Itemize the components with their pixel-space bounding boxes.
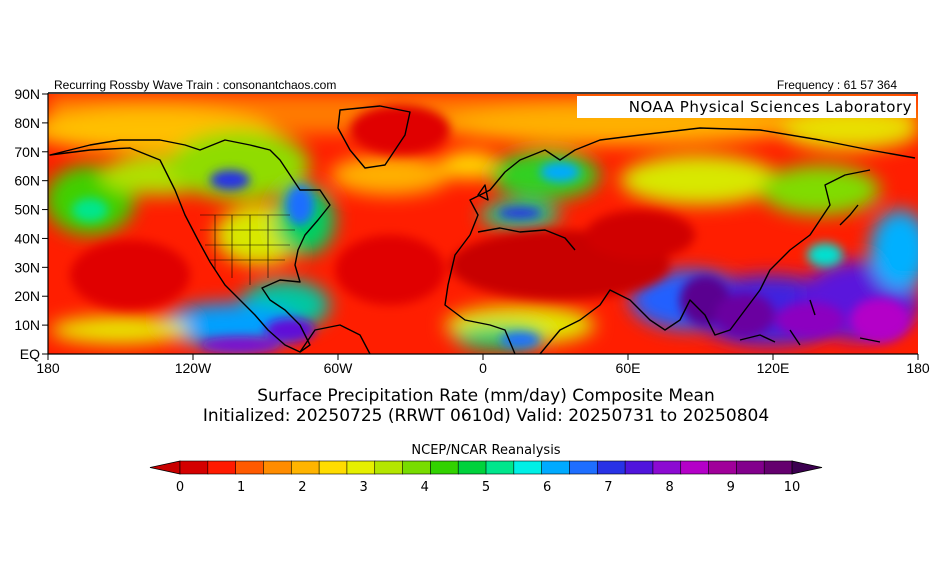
africa-west-coast <box>444 234 516 354</box>
north-america-coast <box>49 139 331 353</box>
colorbar-label: 8 <box>665 480 673 495</box>
colorbar-high-arrow <box>791 460 823 475</box>
colorbar-label: 10 <box>784 480 801 495</box>
colorbar-label: 0 <box>176 480 184 495</box>
coastlines <box>49 105 916 354</box>
latitude-labels: 90N 80N 70N 60N 50N 40N 30N 20N 10N EQ <box>14 86 48 362</box>
colorbar-segment <box>207 460 237 475</box>
colorbar-label: 4 <box>421 480 429 495</box>
colorbar-label: 7 <box>604 480 612 495</box>
colorbar-segment <box>290 460 320 475</box>
lon-label: 180 <box>906 360 930 376</box>
lat-label: 90N <box>14 86 40 102</box>
colorbar-segment <box>541 460 571 475</box>
colorbar-segment <box>318 460 348 475</box>
colorbar-segment <box>374 460 404 475</box>
lat-label: 70N <box>14 144 40 160</box>
colorbar-segment <box>263 460 292 475</box>
colorbar-low-arrow <box>149 460 181 475</box>
lat-label: 50N <box>14 202 40 218</box>
colorbar-segment <box>708 460 737 475</box>
colorbar-segment <box>402 460 431 475</box>
lat-label: 40N <box>14 230 40 246</box>
colorbar-segment <box>624 460 654 475</box>
colorbar-segment <box>763 460 793 475</box>
colorbar-label: 2 <box>298 480 306 495</box>
lat-label: 10N <box>14 317 40 333</box>
colorbar-segment <box>569 460 598 475</box>
us-state-borders <box>200 214 295 285</box>
colorbar-segment <box>736 460 765 475</box>
noaa-label: NOAA Physical Sciences Laboratory <box>629 98 912 116</box>
colorbar-label: 1 <box>237 480 245 495</box>
title-line-1: Surface Precipitation Rate (mm/day) Comp… <box>257 386 714 406</box>
header-source-text: Recurring Rossby Wave Train : consonantc… <box>54 78 337 92</box>
asia-south-coast <box>539 169 871 354</box>
precipitation-map <box>48 94 918 354</box>
uk-coast <box>477 184 489 201</box>
colorbar-label: 3 <box>359 480 367 495</box>
colorbar-segment <box>179 460 209 475</box>
lat-label: 60N <box>14 173 40 189</box>
precip-field-fine <box>70 105 910 353</box>
lon-label: 120E <box>757 360 790 376</box>
colorbar-label: 9 <box>727 480 735 495</box>
lon-label: 60E <box>616 360 641 376</box>
eurasia-north-coast <box>469 127 916 236</box>
colorbar-segment <box>430 460 459 475</box>
colorbar-segment <box>513 460 543 475</box>
noaa-label-box <box>577 96 916 118</box>
colorbar-label: 5 <box>482 480 490 495</box>
japan-coast <box>839 204 859 226</box>
south-america-coast <box>299 324 371 354</box>
colorbar-segment <box>457 460 487 475</box>
colorbar-label: 6 <box>543 480 551 495</box>
lon-label: 180 <box>36 360 60 376</box>
lat-label: 80N <box>14 115 40 131</box>
lat-label: 30N <box>14 259 40 275</box>
colorbar-segment <box>485 460 515 475</box>
colorbar-segment <box>652 460 682 475</box>
lon-label: 120W <box>175 360 212 376</box>
colorbar-segment <box>680 460 710 475</box>
maritime-continent-coast <box>739 299 881 346</box>
title-line-2: Initialized: 20250725 (RRWT 0610d) Valid… <box>203 406 769 426</box>
greenland-coast <box>337 105 411 169</box>
header-frequency-text: Frequency : 61 57 364 <box>776 78 897 92</box>
lon-label: 60W <box>324 360 354 376</box>
lon-label: 0 <box>479 360 487 376</box>
lat-label: 20N <box>14 288 40 304</box>
colorbar-segment <box>235 460 265 475</box>
colorbar-labels: 0 1 2 3 4 5 6 7 8 9 10 <box>176 480 800 495</box>
source-label: NCEP/NCAR Reanalysis <box>411 443 560 458</box>
colorbar-segment <box>596 460 626 475</box>
colorbar-segment <box>346 460 376 475</box>
colorbar <box>149 460 823 475</box>
mediterranean-coast <box>477 227 576 251</box>
longitude-labels: 180 120W 60W 0 60E 120E 180 <box>36 354 930 376</box>
lat-label: EQ <box>20 346 40 362</box>
